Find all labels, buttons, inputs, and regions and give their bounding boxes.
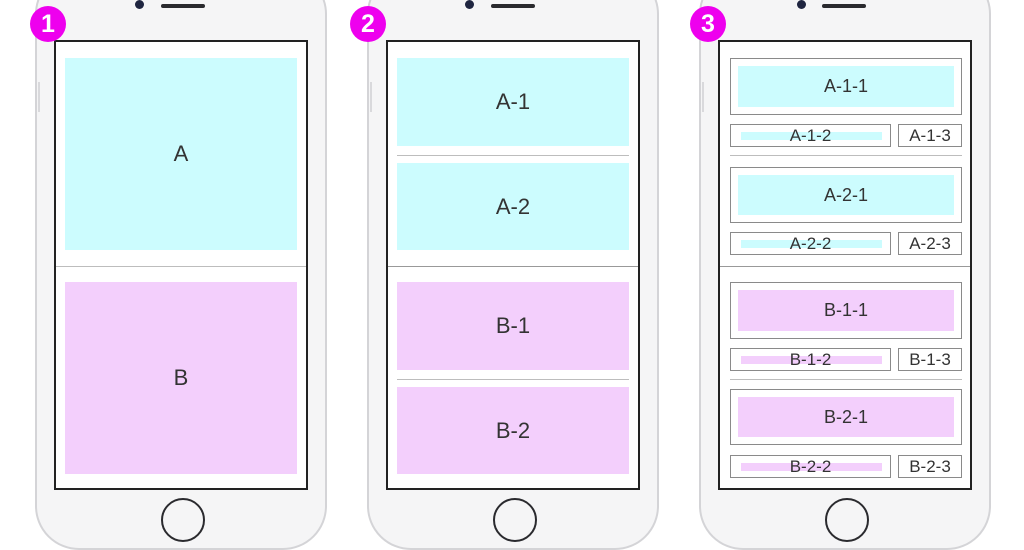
block-a-2-label: A-2 <box>495 193 531 219</box>
step-badge-1: 1 <box>30 6 66 42</box>
block-b-2-2: B-2-2 <box>730 455 891 478</box>
camera-icon <box>797 0 806 9</box>
block-b-1-2: B-1-2 <box>730 348 891 371</box>
step-badge-2: 2 <box>350 6 386 42</box>
block-a-1: A-1 <box>397 58 629 146</box>
block-a-label: A <box>173 141 189 166</box>
block-b-1-1: B-1-1 <box>730 282 962 339</box>
block-a-2-3-label: A-2-3 <box>909 233 951 253</box>
block-a-1-1: A-1-1 <box>730 58 962 115</box>
block-a-1-3: A-1-3 <box>898 124 962 147</box>
block-a-2-2: A-2-2 <box>730 232 891 255</box>
phone-3-screen: A-1-1 A-1-2 A-1-3 A-2-1 A-2-2 A-2-3 B-1-… <box>718 40 972 490</box>
block-b-1-3-label: B-1-3 <box>909 349 951 369</box>
step-badge-3: 3 <box>690 6 726 42</box>
divider <box>720 266 970 267</box>
block-b-1-1-fill: B-1-1 <box>738 290 954 331</box>
block-a-2: A-2 <box>397 163 629 250</box>
home-button <box>825 498 869 542</box>
block-a-1-2: A-1-2 <box>730 124 891 147</box>
phone-2-screen: A-1 A-2 B-1 B-2 <box>386 40 640 490</box>
block-b-2-1-label: B-2-1 <box>823 406 868 427</box>
block-b-2-2-label: B-2-2 <box>789 456 832 476</box>
block-a: A <box>65 58 297 250</box>
block-b-2-label: B-2 <box>495 417 531 443</box>
divider <box>397 379 629 380</box>
divider <box>730 155 962 156</box>
block-b-1-2-fill <box>741 356 882 364</box>
block-a-1-1-label: A-1-1 <box>823 76 868 96</box>
block-a-1-1-fill: A-1-1 <box>738 66 954 107</box>
block-a-2-3: A-2-3 <box>898 232 962 255</box>
block-b-1: B-1 <box>397 282 629 370</box>
block-a-2-1: A-2-1 <box>730 167 962 223</box>
block-b-label: B <box>173 365 189 390</box>
block-b-2-1: B-2-1 <box>730 389 962 445</box>
block-a-1-label: A-1 <box>495 89 531 114</box>
block-a-1-2-fill <box>741 132 882 140</box>
camera-icon <box>135 0 144 9</box>
block-b-2-2-fill <box>741 463 882 471</box>
block-b-1-1-label: B-1-1 <box>823 300 868 320</box>
home-button <box>161 498 205 542</box>
block-b-1-2-label: B-1-2 <box>789 349 832 369</box>
block-b-1-3: B-1-3 <box>898 348 962 371</box>
block-a-2-2-label: A-2-2 <box>789 233 832 253</box>
divider <box>388 266 638 267</box>
phone-1-screen: A B <box>54 40 308 490</box>
block-b-2: B-2 <box>397 387 629 474</box>
block-b-1-label: B-1 <box>495 313 531 338</box>
divider <box>397 155 629 156</box>
block-a-2-1-fill: A-2-1 <box>738 175 954 215</box>
home-button <box>493 498 537 542</box>
block-b-2-3-label: B-2-3 <box>909 456 951 476</box>
block-a-1-2-label: A-1-2 <box>789 125 832 145</box>
block-a-1-3-label: A-1-3 <box>909 125 951 145</box>
block-a-2-1-label: A-2-1 <box>823 184 868 205</box>
speaker-icon <box>822 4 866 8</box>
divider <box>730 379 962 380</box>
speaker-icon <box>491 4 535 8</box>
block-b: B <box>65 282 297 474</box>
speaker-icon <box>161 4 205 8</box>
camera-icon <box>465 0 474 9</box>
block-b-2-3: B-2-3 <box>898 455 962 478</box>
block-b-2-1-fill: B-2-1 <box>738 397 954 437</box>
block-a-2-2-fill <box>741 240 882 248</box>
divider <box>56 266 306 267</box>
